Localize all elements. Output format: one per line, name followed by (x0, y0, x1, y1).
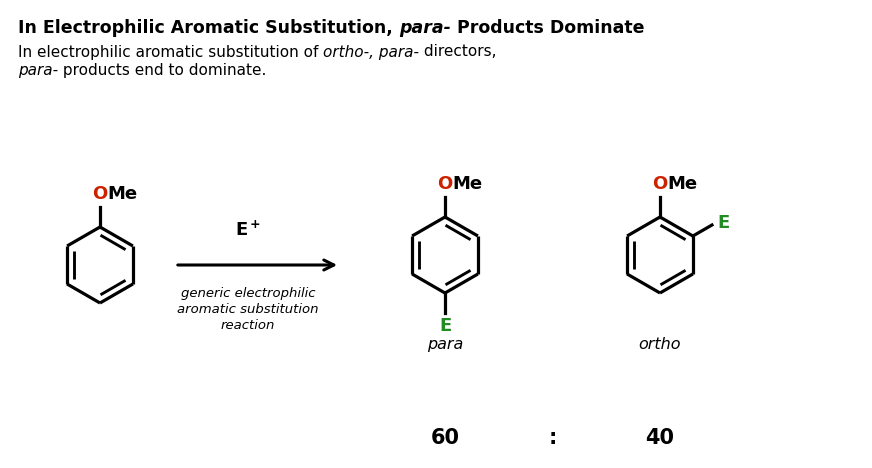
Text: E$\mathbf{^+}$: E$\mathbf{^+}$ (235, 221, 261, 240)
Text: Products Dominate: Products Dominate (451, 19, 644, 37)
Text: generic electrophilic: generic electrophilic (181, 287, 316, 300)
Text: 60: 60 (431, 428, 460, 448)
Text: reaction: reaction (221, 319, 276, 332)
Text: para-: para- (399, 19, 451, 37)
Text: aromatic substitution: aromatic substitution (177, 303, 319, 316)
Text: para-: para- (18, 63, 58, 78)
Text: ortho-, para-: ortho-, para- (324, 44, 419, 59)
Text: Me: Me (453, 175, 482, 193)
Text: Me: Me (667, 175, 698, 193)
Text: O: O (437, 175, 453, 193)
Text: In Electrophilic Aromatic Substitution,: In Electrophilic Aromatic Substitution, (18, 19, 399, 37)
Text: O: O (652, 175, 667, 193)
Text: 40: 40 (645, 428, 675, 448)
Text: E: E (717, 214, 729, 232)
Text: directors,: directors, (419, 44, 497, 59)
Text: O: O (92, 185, 107, 203)
Text: para: para (427, 337, 463, 352)
Text: :: : (548, 428, 556, 448)
Text: In electrophilic aromatic substitution of: In electrophilic aromatic substitution o… (18, 44, 324, 59)
Text: products end to dominate.: products end to dominate. (58, 63, 267, 78)
Text: E: E (439, 317, 451, 335)
Text: ortho: ortho (639, 337, 681, 352)
Text: Me: Me (107, 185, 138, 203)
